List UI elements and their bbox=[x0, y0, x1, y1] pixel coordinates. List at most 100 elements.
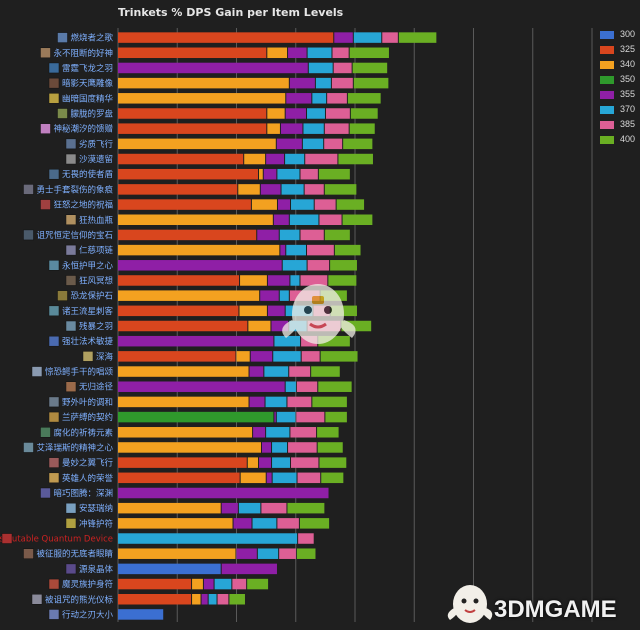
legend-label: 370 bbox=[620, 104, 636, 114]
category-label: 幽暗国度精华 bbox=[62, 93, 114, 104]
bar-segment-355 bbox=[260, 184, 281, 195]
bar-segment-370 bbox=[315, 77, 331, 89]
bar-segment-340 bbox=[118, 502, 221, 514]
bar-segment-355 bbox=[273, 214, 289, 225]
bar-segment-370 bbox=[238, 502, 261, 514]
category-label: 永不阻断的好神 bbox=[53, 48, 113, 59]
bar-segment-385 bbox=[307, 260, 330, 271]
bar-segment-400 bbox=[296, 548, 316, 559]
bar-segment-355 bbox=[289, 77, 315, 89]
bar-segment-340 bbox=[118, 93, 286, 104]
trinket-icon bbox=[48, 335, 60, 347]
bar-segment-370 bbox=[252, 518, 277, 529]
bar-segment-355 bbox=[201, 594, 208, 605]
category-label: 狂怒之地的祝福 bbox=[53, 200, 113, 211]
bar-segment-400 bbox=[343, 138, 373, 150]
trinket-icon bbox=[48, 77, 60, 89]
bar-segment-370 bbox=[272, 457, 291, 468]
bar-segment-400 bbox=[347, 93, 381, 104]
bar-segment-400 bbox=[321, 472, 344, 484]
bar-segment-385 bbox=[277, 518, 299, 529]
category-label: 被征服的无底者眼睛 bbox=[36, 549, 113, 560]
brand-watermark-text: 3DMGAME bbox=[494, 596, 617, 623]
bar-segment-370 bbox=[312, 93, 327, 104]
category-label: 源泉晶体 bbox=[79, 564, 114, 575]
trinket-icon bbox=[48, 472, 60, 484]
bar-segment-370 bbox=[289, 214, 319, 225]
bar-segment-385 bbox=[314, 199, 336, 210]
bar-segment-400 bbox=[299, 518, 330, 529]
bar-segment-400 bbox=[325, 411, 347, 423]
bar-segment-340 bbox=[118, 518, 233, 529]
bar-segment-370 bbox=[257, 548, 279, 559]
bar-segment-325 bbox=[118, 32, 334, 43]
trinket-icon bbox=[65, 563, 77, 575]
bar-segment-400 bbox=[317, 442, 343, 453]
bar-segment-355 bbox=[249, 366, 264, 377]
trinket-icon bbox=[31, 594, 43, 605]
bar-segment-370 bbox=[276, 411, 296, 423]
category-label: 行动之刃大小 bbox=[62, 609, 114, 620]
bar-segment-355 bbox=[249, 396, 265, 408]
mascot-watermark bbox=[282, 284, 356, 344]
bar-segment-355 bbox=[259, 457, 272, 468]
bar-segment-340 bbox=[248, 320, 271, 332]
bar-segment-355 bbox=[271, 320, 289, 332]
bar-segment-340 bbox=[236, 351, 250, 362]
bar-segment-400 bbox=[349, 123, 375, 134]
trinket-icon bbox=[48, 578, 60, 590]
bar-segment-400 bbox=[330, 260, 357, 271]
category-label: 狂热血瓶 bbox=[79, 215, 114, 226]
bar-segment-325 bbox=[118, 168, 259, 180]
bar-segment-355 bbox=[267, 305, 285, 317]
bar-segment-370 bbox=[214, 578, 232, 590]
bar-segment-355 bbox=[285, 108, 307, 119]
bar-segment-385 bbox=[382, 32, 398, 43]
trinket-icon bbox=[57, 32, 68, 43]
bar-segment-325 bbox=[118, 351, 236, 362]
legend-label: 355 bbox=[620, 89, 636, 99]
bar-segment-370 bbox=[290, 275, 300, 286]
bar-segment-350 bbox=[118, 411, 274, 423]
trinket-icon bbox=[48, 93, 60, 104]
bar-segment-355 bbox=[277, 199, 291, 210]
bar-segment-370 bbox=[279, 290, 289, 301]
trinket-icon bbox=[48, 411, 60, 423]
bar-segment-370 bbox=[265, 396, 287, 408]
bar-segment-355 bbox=[267, 275, 290, 286]
trinket-icon bbox=[65, 518, 77, 529]
bar-segment-370 bbox=[307, 108, 325, 119]
trinket-icon bbox=[65, 320, 77, 332]
bar-segment-400 bbox=[318, 335, 350, 347]
bar-segment-325 bbox=[118, 108, 267, 119]
category-label: 勇士手套裂伤的象痕 bbox=[36, 184, 113, 195]
bar-segment-400 bbox=[311, 366, 340, 377]
bar-segment-400 bbox=[328, 275, 357, 286]
category-label: 安瑟瑞纳 bbox=[79, 503, 113, 514]
bar-segment-370 bbox=[118, 533, 298, 544]
bar-segment-325 bbox=[118, 153, 244, 165]
trinket-icon bbox=[40, 199, 51, 210]
bar-segment-340 bbox=[118, 442, 261, 453]
bar-segment-385 bbox=[324, 138, 343, 150]
bar-segment-370 bbox=[281, 184, 304, 195]
trinket-icon bbox=[48, 396, 60, 408]
bar-segment-340 bbox=[238, 184, 260, 195]
bar-segment-340 bbox=[118, 77, 289, 89]
bar-segment-400 bbox=[338, 153, 373, 165]
legend-swatch bbox=[600, 61, 614, 69]
category-label: 劣质飞行 bbox=[79, 139, 114, 150]
bar-segment-355 bbox=[118, 260, 282, 271]
legend-label: 350 bbox=[620, 74, 636, 84]
bar-segment-370 bbox=[272, 442, 288, 453]
bar-segment-400 bbox=[287, 502, 325, 514]
bar-segment-355 bbox=[334, 32, 353, 43]
chart-title: Trinkets % DPS Gain per Item Levels bbox=[118, 6, 344, 19]
bar-segment-325 bbox=[118, 229, 257, 241]
bar-segment-385 bbox=[288, 442, 317, 453]
bar-segment-370 bbox=[291, 199, 314, 210]
bar-segment-355 bbox=[266, 472, 272, 484]
category-label: 恐龙保护石 bbox=[70, 291, 113, 302]
bar-segment-355 bbox=[257, 229, 279, 241]
trinket-icon bbox=[23, 442, 34, 453]
